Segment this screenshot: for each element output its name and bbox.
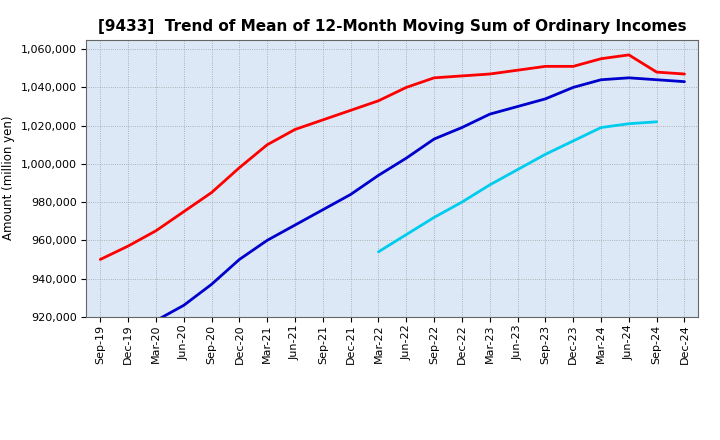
- 3 Years: [346, 108, 355, 113]
- 3 Years: [485, 71, 494, 77]
- 7 Years: [652, 119, 661, 125]
- 5 Years: [430, 136, 438, 142]
- 3 Years: [430, 75, 438, 81]
- 5 Years: [179, 303, 188, 308]
- 5 Years: [513, 104, 522, 109]
- 7 Years: [513, 167, 522, 172]
- 7 Years: [541, 152, 550, 157]
- 5 Years: [318, 207, 327, 213]
- 7 Years: [597, 125, 606, 130]
- 3 Years: [402, 85, 410, 90]
- 7 Years: [402, 232, 410, 237]
- Line: 5 Years: 5 Years: [156, 78, 685, 321]
- 3 Years: [291, 127, 300, 132]
- 7 Years: [458, 199, 467, 205]
- 5 Years: [652, 77, 661, 82]
- 3 Years: [597, 56, 606, 61]
- 3 Years: [318, 117, 327, 122]
- 5 Years: [235, 257, 243, 262]
- 5 Years: [263, 238, 271, 243]
- 5 Years: [152, 318, 161, 323]
- 3 Years: [652, 70, 661, 75]
- 3 Years: [541, 64, 550, 69]
- 5 Years: [458, 125, 467, 130]
- 3 Years: [680, 71, 689, 77]
- Y-axis label: Amount (million yen): Amount (million yen): [2, 116, 15, 240]
- 5 Years: [541, 96, 550, 102]
- 5 Years: [569, 85, 577, 90]
- 5 Years: [207, 282, 216, 287]
- Title: [9433]  Trend of Mean of 12-Month Moving Sum of Ordinary Incomes: [9433] Trend of Mean of 12-Month Moving …: [98, 19, 687, 34]
- 3 Years: [124, 243, 132, 249]
- 3 Years: [207, 190, 216, 195]
- 3 Years: [263, 142, 271, 147]
- 3 Years: [624, 52, 633, 58]
- 7 Years: [569, 138, 577, 143]
- 3 Years: [374, 98, 383, 103]
- 3 Years: [235, 165, 243, 170]
- 7 Years: [485, 182, 494, 187]
- 5 Years: [374, 172, 383, 178]
- 5 Years: [291, 222, 300, 227]
- 7 Years: [430, 215, 438, 220]
- 5 Years: [485, 111, 494, 117]
- 3 Years: [569, 64, 577, 69]
- 5 Years: [680, 79, 689, 84]
- 3 Years: [96, 257, 104, 262]
- 3 Years: [513, 68, 522, 73]
- Line: 3 Years: 3 Years: [100, 55, 685, 260]
- 5 Years: [402, 155, 410, 161]
- Line: 7 Years: 7 Years: [379, 122, 657, 252]
- 3 Years: [458, 73, 467, 79]
- 7 Years: [374, 249, 383, 254]
- 7 Years: [624, 121, 633, 126]
- 3 Years: [152, 228, 161, 233]
- 5 Years: [597, 77, 606, 82]
- 5 Years: [624, 75, 633, 81]
- 5 Years: [346, 192, 355, 197]
- 3 Years: [179, 209, 188, 214]
